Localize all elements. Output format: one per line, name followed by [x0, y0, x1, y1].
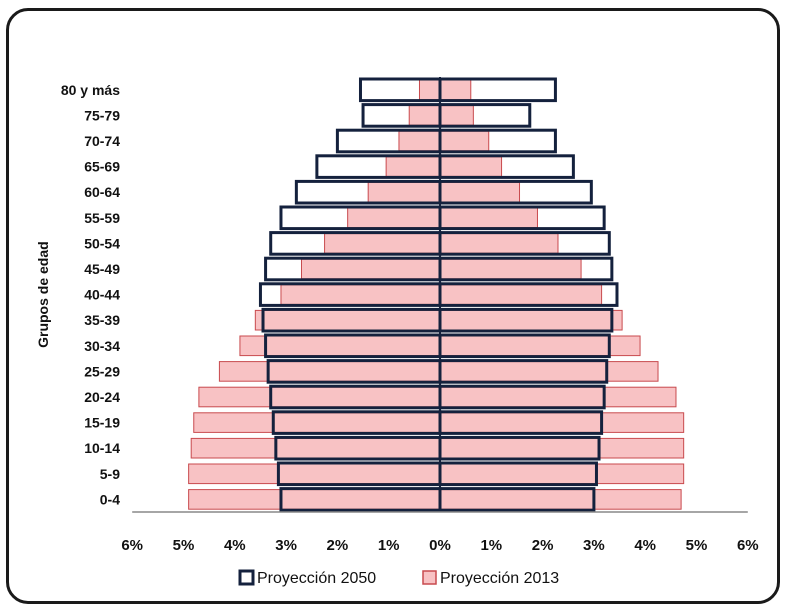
bar-2013-right-60-64 — [439, 181, 521, 203]
y-tick-label: 15-19 — [84, 415, 120, 431]
bar-2013-right-35-39 — [439, 309, 623, 331]
bar-2013-right-80 y más — [439, 79, 472, 101]
x-axis: 6% 5% 4% 3% 2% 1% 0% 1% 2% 3% 4% 5% 6% — [121, 511, 759, 554]
x-tick-label: 4% — [634, 537, 656, 554]
bar-2013-left-50-54 — [324, 233, 441, 254]
bar-2013-left-15-19 — [193, 412, 441, 433]
bar-2013-left-25-29 — [218, 361, 441, 382]
series-2050-bars — [258, 77, 619, 512]
bar-2013-left-45-49 — [300, 258, 441, 280]
bar-2013-left-30-34 — [239, 335, 441, 357]
y-tick-label: 55-59 — [84, 210, 120, 226]
series-2013-bars — [188, 79, 685, 510]
bar-2013-left-10-14 — [190, 437, 441, 459]
x-tick-label: 1% — [480, 537, 502, 554]
bar-2013-right-15-19 — [439, 412, 685, 433]
y-tick-label: 80 y más — [61, 82, 120, 98]
y-tick-label: 70-74 — [84, 133, 120, 149]
y-tick-label: 65-69 — [84, 159, 120, 175]
x-tick-label: 2% — [532, 537, 554, 554]
legend-label-2050: Proyección 2050 — [257, 570, 376, 587]
legend: Proyección 2050 Proyección 2013 — [238, 569, 559, 587]
y-tick-label: 30-34 — [84, 338, 120, 354]
x-tick-label: 3% — [583, 537, 605, 554]
y-tick-label: 25-29 — [84, 363, 120, 379]
y-tick-label: 5-9 — [100, 466, 120, 482]
bar-2013-left-5-9 — [188, 463, 441, 485]
bar-2013-right-5-9 — [439, 463, 685, 485]
bar-2013-right-10-14 — [439, 437, 685, 459]
y-axis-categories: 0-4 5-9 10-14 15-19 20-24 25-29 30-34 35-39 40-4… — [61, 82, 120, 508]
bar-2013-left-75-79 — [408, 105, 441, 126]
y-tick-label: 40-44 — [84, 287, 120, 303]
bar-2013-right-70-74 — [439, 130, 490, 152]
y-tick-label: 0-4 — [100, 491, 120, 507]
bar-2013-right-0-4 — [439, 489, 682, 510]
bar-2013-left-80 y más — [418, 79, 441, 101]
legend-label-2013: Proyección 2013 — [440, 570, 559, 587]
x-tick-label: 6% — [737, 537, 759, 554]
bar-2013-right-40-44 — [439, 284, 603, 305]
bar-2013-left-40-44 — [280, 284, 441, 305]
bar-2013-right-65-69 — [439, 156, 503, 177]
bar-2013-left-60-64 — [367, 181, 441, 203]
bar-2013-right-50-54 — [439, 233, 559, 254]
y-tick-label: 75-79 — [84, 107, 120, 123]
x-tick-label: 0% — [429, 537, 451, 554]
bar-2013-right-75-79 — [439, 105, 474, 126]
y-axis-label: Grupos de edad — [35, 241, 51, 348]
x-tick-label: 1% — [378, 537, 400, 554]
bar-2013-right-20-24 — [439, 386, 677, 408]
bar-2013-right-25-29 — [439, 361, 659, 382]
bar-2013-left-20-24 — [198, 386, 441, 408]
bar-2013-left-55-59 — [347, 207, 441, 229]
legend-swatch-2013 — [422, 570, 437, 585]
y-tick-label: 35-39 — [84, 312, 120, 328]
x-tick-label: 5% — [173, 537, 195, 554]
bar-2013-left-35-39 — [254, 309, 441, 331]
y-tick-label: 10-14 — [84, 440, 120, 456]
x-tick-label: 2% — [327, 537, 349, 554]
bar-2013-left-0-4 — [188, 489, 441, 510]
y-tick-label: 60-64 — [84, 184, 120, 200]
y-tick-label: 50-54 — [84, 235, 120, 251]
legend-swatch-2050 — [238, 569, 255, 586]
bar-2013-right-45-49 — [439, 258, 582, 280]
y-tick-label: 45-49 — [84, 261, 120, 277]
x-tick-label: 6% — [121, 537, 143, 554]
x-tick-label: 5% — [686, 537, 708, 554]
bar-2013-right-55-59 — [439, 207, 538, 229]
x-tick-label: 3% — [275, 537, 297, 554]
bar-2013-left-65-69 — [385, 156, 441, 177]
y-tick-label: 20-24 — [84, 389, 120, 405]
bar-2013-left-70-74 — [398, 130, 441, 152]
x-tick-label: 4% — [224, 537, 246, 554]
